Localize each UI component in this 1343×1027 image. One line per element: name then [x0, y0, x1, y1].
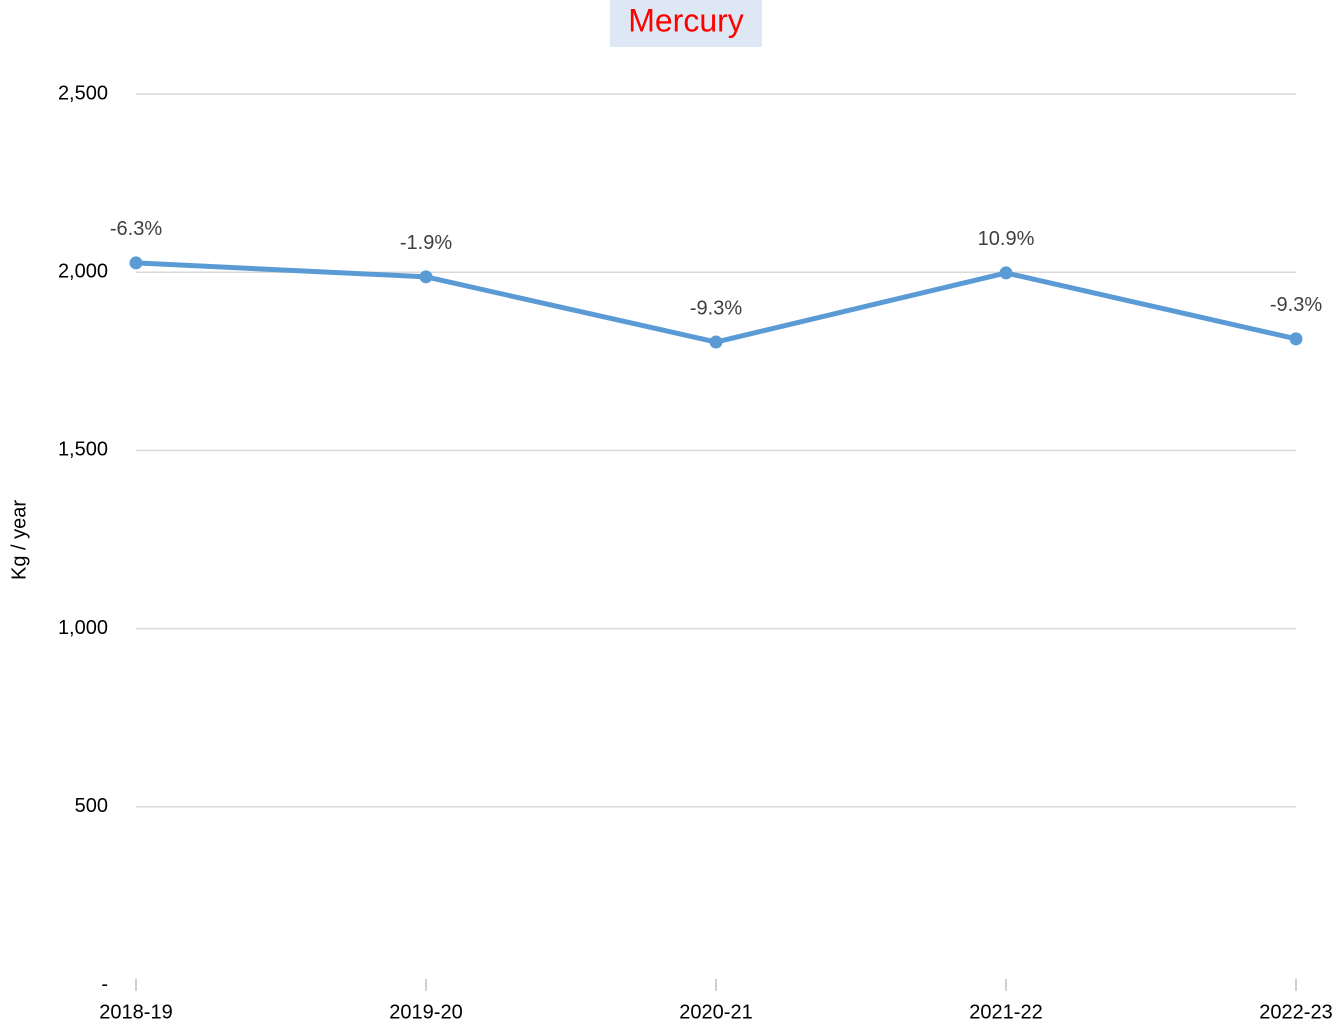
data-point: [999, 266, 1013, 280]
data-point: [709, 335, 723, 349]
chart-title: Mercury: [628, 2, 744, 38]
data-point: [129, 256, 143, 270]
y-tick-label: 500: [75, 795, 108, 817]
x-tick-label: 2019-20: [389, 1001, 462, 1023]
point-label: -1.9%: [400, 232, 452, 254]
title-background: [610, 0, 762, 47]
x-tick-label: 2021-22: [969, 1001, 1042, 1023]
point-label: -9.3%: [1270, 294, 1322, 316]
point-label: 10.9%: [978, 228, 1035, 250]
data-point: [1289, 332, 1303, 346]
y-axis-label: Kg / year: [8, 500, 30, 580]
x-tick-label: 2022-23: [1259, 1001, 1332, 1023]
y-tick-label: 2,500: [58, 82, 108, 104]
point-label: -9.3%: [690, 297, 742, 319]
y-tick-label: -: [101, 973, 108, 995]
y-tick-label: 1,000: [58, 617, 108, 639]
x-tick-label: 2018-19: [99, 1001, 172, 1023]
x-tick-label: 2020-21: [679, 1001, 752, 1023]
y-tick-label: 1,500: [58, 439, 108, 461]
point-label: -6.3%: [110, 218, 162, 240]
data-point: [419, 270, 433, 284]
y-tick-label: 2,000: [58, 260, 108, 282]
